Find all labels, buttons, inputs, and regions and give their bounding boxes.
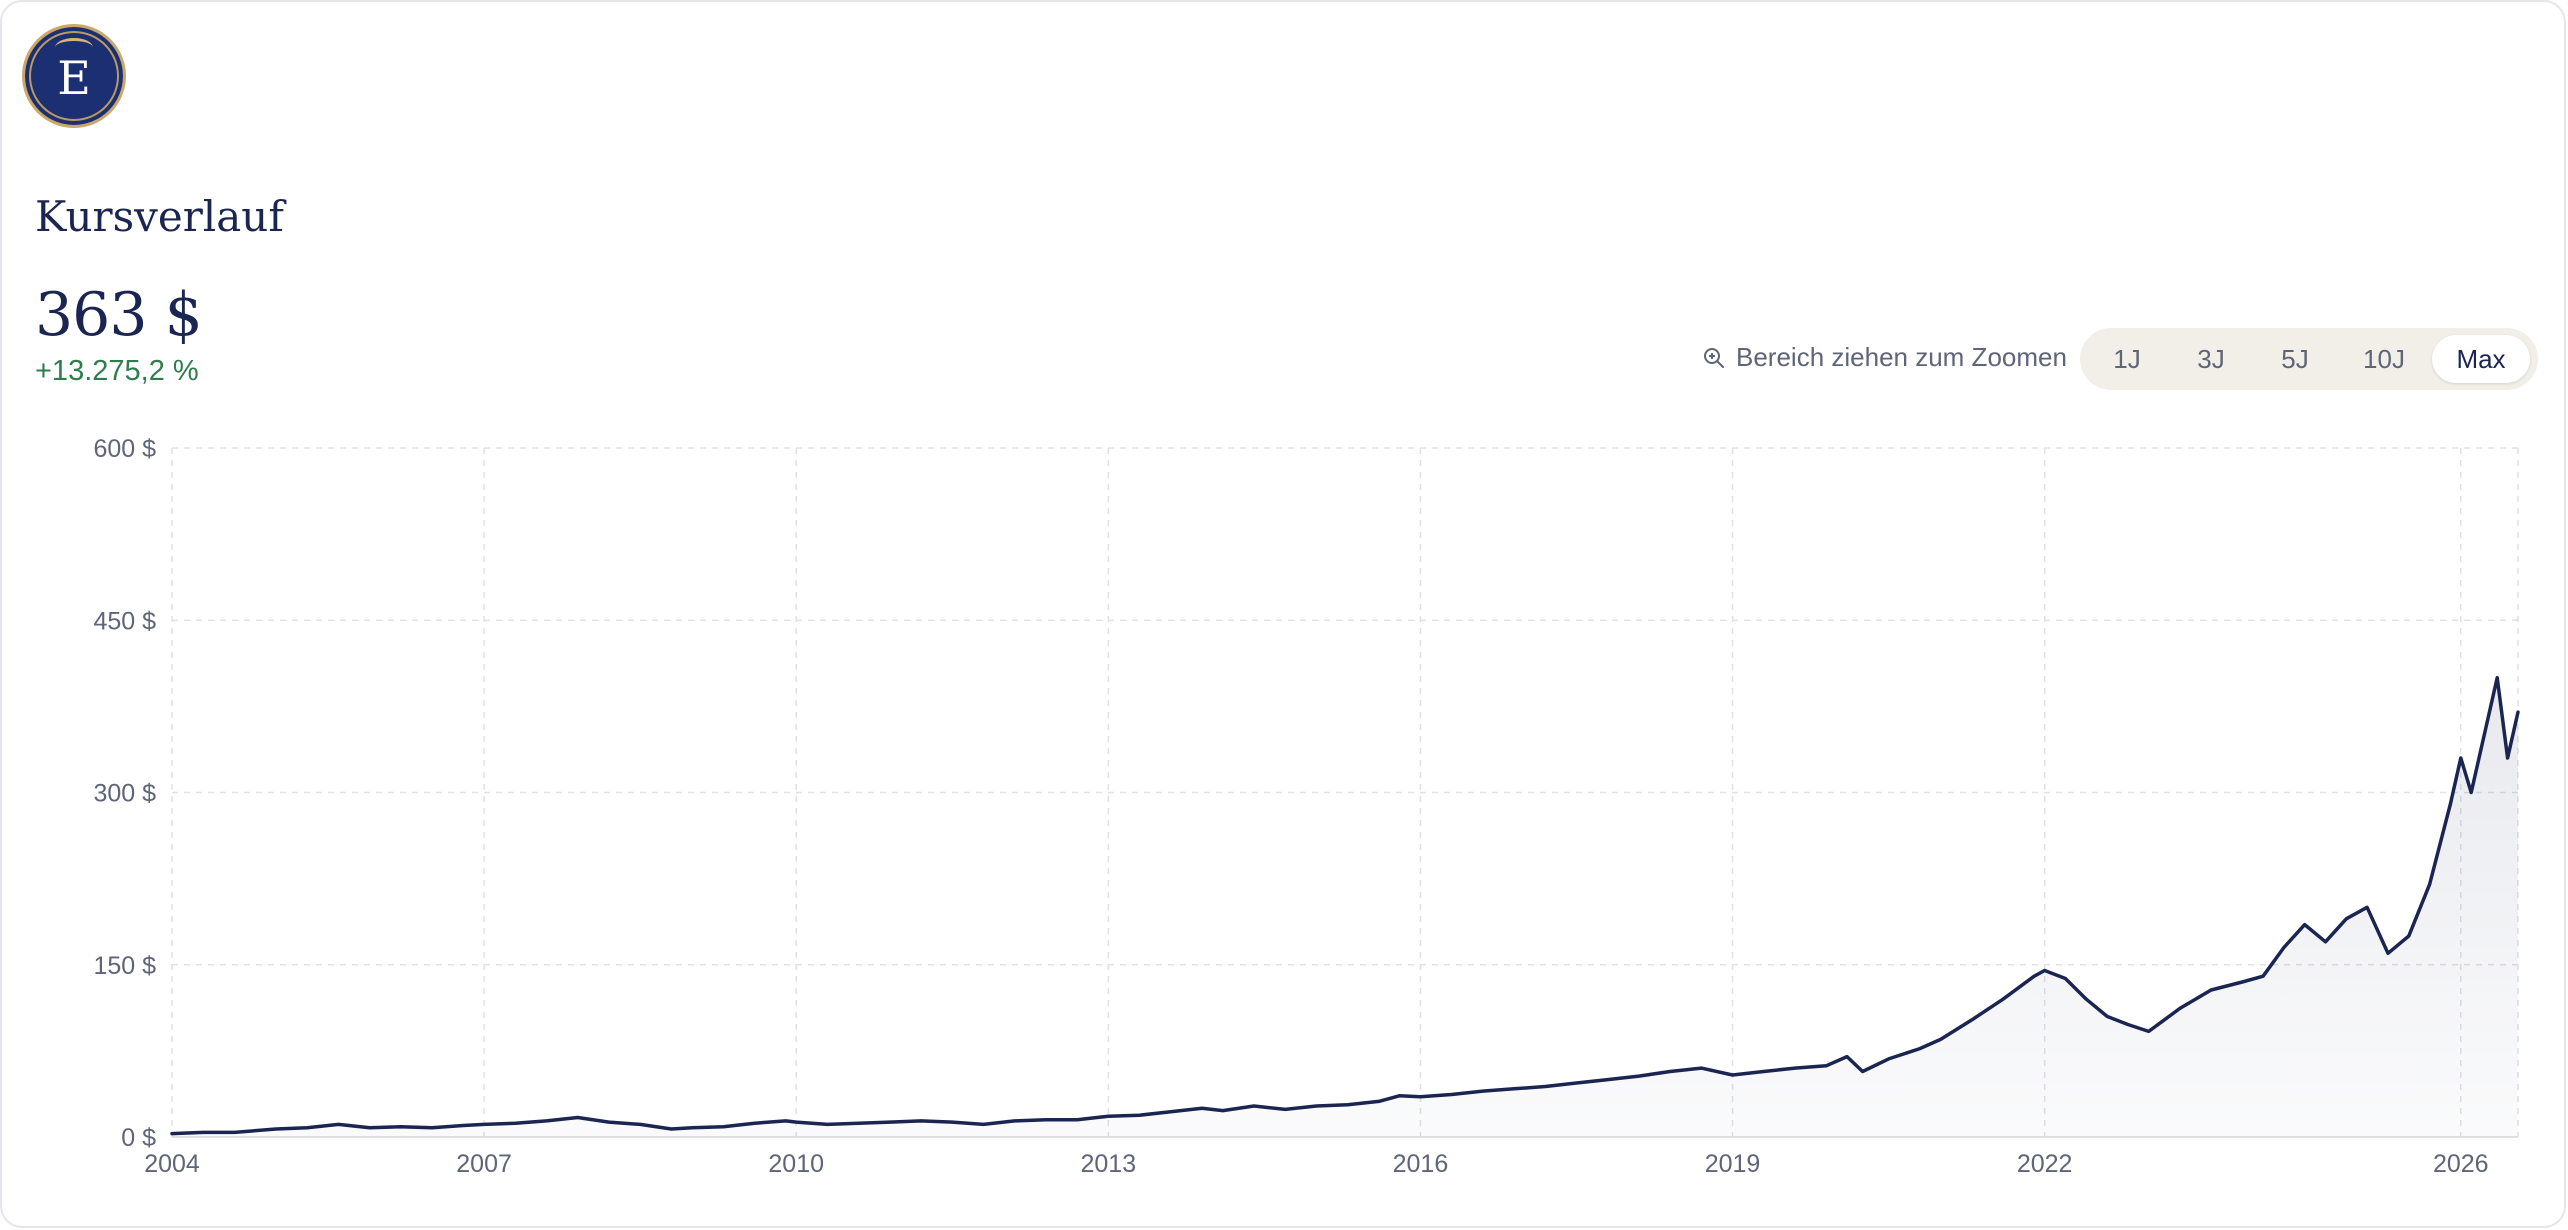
range-button-10j[interactable]: 10J	[2363, 343, 2405, 374]
range-selector: 1J 3J 5J 10J Max	[2080, 328, 2538, 390]
y-tick-label: 300 $	[93, 780, 156, 808]
y-tick-label: 0 $	[121, 1124, 156, 1152]
zoom-hint: Bereich ziehen zum Zoomen	[1702, 342, 2067, 373]
section-title: Kursverlauf	[35, 192, 284, 241]
zoom-in-icon	[1704, 347, 1724, 368]
x-tick-label: 2004	[144, 1150, 200, 1178]
x-tick-label: 2016	[1393, 1150, 1449, 1178]
y-axis: 0 $ 150 $ 300 $ 450 $ 600 $	[93, 435, 156, 1152]
series-line	[170, 675, 2520, 1136]
range-button-max[interactable]: Max	[2432, 335, 2530, 383]
x-tick-label: 2013	[1081, 1150, 1137, 1178]
x-tick-label: 2022	[2017, 1150, 2073, 1178]
x-axis: 2004 2007 2010 2013 2016 2019 2022 2026	[144, 1150, 2488, 1178]
range-button-3j[interactable]: 3J	[2197, 343, 2225, 374]
series-area	[172, 677, 2518, 1137]
x-tick-label: 2026	[2433, 1150, 2489, 1178]
logo-letter: E	[57, 51, 91, 105]
chart-line	[170, 675, 2520, 1136]
brand-logo: E	[22, 24, 126, 128]
x-tick-label: 2007	[456, 1150, 512, 1178]
y-tick-label: 150 $	[93, 952, 156, 980]
x-tick-label: 2010	[768, 1150, 824, 1178]
price-change: +13.275,2 %	[35, 355, 199, 387]
current-price: 363 $	[35, 280, 203, 350]
x-tick-label: 2019	[1705, 1150, 1761, 1178]
y-tick-label: 600 $	[93, 435, 156, 463]
zoom-hint-label: Bereich ziehen zum Zoomen	[1736, 342, 2067, 372]
y-tick-label: 450 $	[93, 607, 156, 635]
chart-area	[172, 677, 2518, 1137]
logo-arc-icon	[55, 38, 93, 57]
range-button-5j[interactable]: 5J	[2281, 343, 2309, 374]
range-button-1j[interactable]: 1J	[2113, 343, 2141, 374]
